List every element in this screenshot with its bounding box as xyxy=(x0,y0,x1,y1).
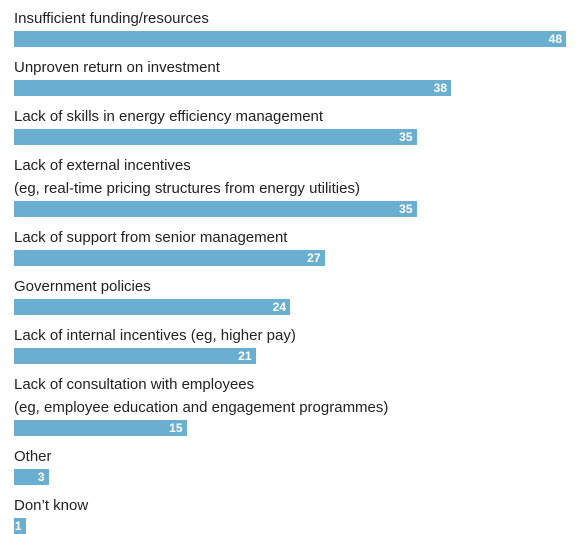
bar: 1 xyxy=(14,518,26,534)
category-label: Lack of internal incentives (eg, higher … xyxy=(14,327,296,344)
bar-row: Government policies 24 xyxy=(14,275,580,315)
value-label: 24 xyxy=(272,300,286,314)
value-label: 3 xyxy=(37,470,45,484)
bar-row: Don’t know 1 xyxy=(14,494,580,534)
value-label: 21 xyxy=(238,349,252,363)
category-label: Lack of consultation with employees (eg,… xyxy=(14,376,389,416)
value-label: 27 xyxy=(307,251,321,265)
bar-row: Insufficient funding/resources 48 xyxy=(14,7,580,47)
bar-row: Unproven return on investment 38 xyxy=(14,56,580,96)
category-label: Unproven return on investment xyxy=(14,59,220,76)
category-label: Lack of support from senior management xyxy=(14,229,288,246)
category-label: Insufficient funding/resources xyxy=(14,10,209,27)
bar: 15 xyxy=(14,420,187,436)
category-label: Government policies xyxy=(14,278,151,295)
bar: 21 xyxy=(14,348,256,364)
bar: 3 xyxy=(14,469,49,485)
value-label: 48 xyxy=(548,32,562,46)
bar: 24 xyxy=(14,299,290,315)
bar-row: Lack of external incentives (eg, real-ti… xyxy=(14,154,580,217)
bar-row: Lack of internal incentives (eg, higher … xyxy=(14,324,580,364)
category-label: Lack of skills in energy efficiency mana… xyxy=(14,108,324,125)
value-label: 35 xyxy=(399,130,413,144)
category-label: Other xyxy=(14,448,52,465)
value-label: 15 xyxy=(169,421,183,435)
value-label: 38 xyxy=(433,81,447,95)
bar: 35 xyxy=(14,201,417,217)
bar-row: Lack of skills in energy efficiency mana… xyxy=(14,105,580,145)
bar: 38 xyxy=(14,80,451,96)
bar: 48 xyxy=(14,31,566,47)
bar-row: Lack of consultation with employees (eg,… xyxy=(14,373,580,436)
value-label: 35 xyxy=(399,202,413,216)
value-label: 1 xyxy=(14,519,22,533)
bar: 35 xyxy=(14,129,417,145)
bar-row: Other 3 xyxy=(14,445,580,485)
bar: 27 xyxy=(14,250,325,266)
category-label: Lack of external incentives (eg, real-ti… xyxy=(14,157,360,197)
category-label: Don’t know xyxy=(14,497,89,514)
bar-row: Lack of support from senior management 27 xyxy=(14,226,580,266)
